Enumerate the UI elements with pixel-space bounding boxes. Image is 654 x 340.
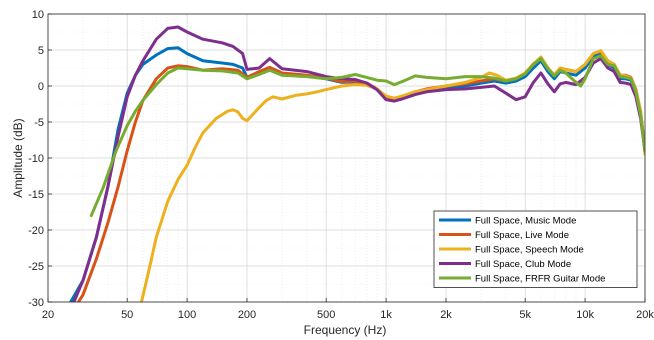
legend-item: Full Space, FRFR Guitar Mode [439,274,605,285]
x-tick-label: 2k [440,309,452,321]
legend-label: Full Space, Club Mode [475,259,571,270]
series-lines [69,25,645,302]
y-tick-label: 5 [38,45,44,57]
x-tick-label: 500 [317,309,335,321]
x-tick-label: 5k [519,309,531,321]
x-axis-label: Frequency (Hz) [304,323,387,337]
legend-label: Full Space, FRFR Guitar Mode [475,274,605,285]
x-tick-label: 200 [238,309,256,321]
x-tick-label: 100 [178,309,196,321]
y-tick-label: -10 [28,153,44,165]
x-tick-label: 10k [576,309,594,321]
legend-item: Full Space, Live Mode [439,230,569,241]
x-tick-label: 20k [636,309,654,321]
series-line-5 [89,54,645,218]
x-axis-ticks: 20 50 100 200 500 1k 2k 5k 10k 20k [42,298,654,321]
y-tick-label: 10 [32,9,44,21]
legend-label: Full Space, Live Mode [475,230,569,241]
legend-label: Full Space, Speech Mode [475,245,584,256]
x-tick-label: 20 [42,309,54,321]
y-tick-label: -15 [28,189,44,201]
legend: Full Space, Music Mode Full Space, Live M… [433,210,638,288]
y-tick-label: -30 [28,297,44,309]
legend-item: Full Space, Speech Mode [439,245,584,256]
legend-item: Full Space, Club Mode [439,259,571,270]
legend-label: Full Space, Music Mode [475,216,576,227]
y-tick-label: -20 [28,225,44,237]
y-axis-ticks: 10 5 0 -5 -10 -15 -20 -25 -30 [28,9,52,309]
y-tick-label: -25 [28,261,44,273]
legend-item: Full Space, Music Mode [439,216,576,227]
x-tick-label: 50 [121,309,133,321]
series-line-3 [140,49,645,302]
x-tick-label: 1k [380,309,392,321]
y-tick-label: 0 [38,81,44,93]
y-axis-label: Amplitude (dB) [11,118,25,197]
y-tick-label: -5 [34,117,44,129]
